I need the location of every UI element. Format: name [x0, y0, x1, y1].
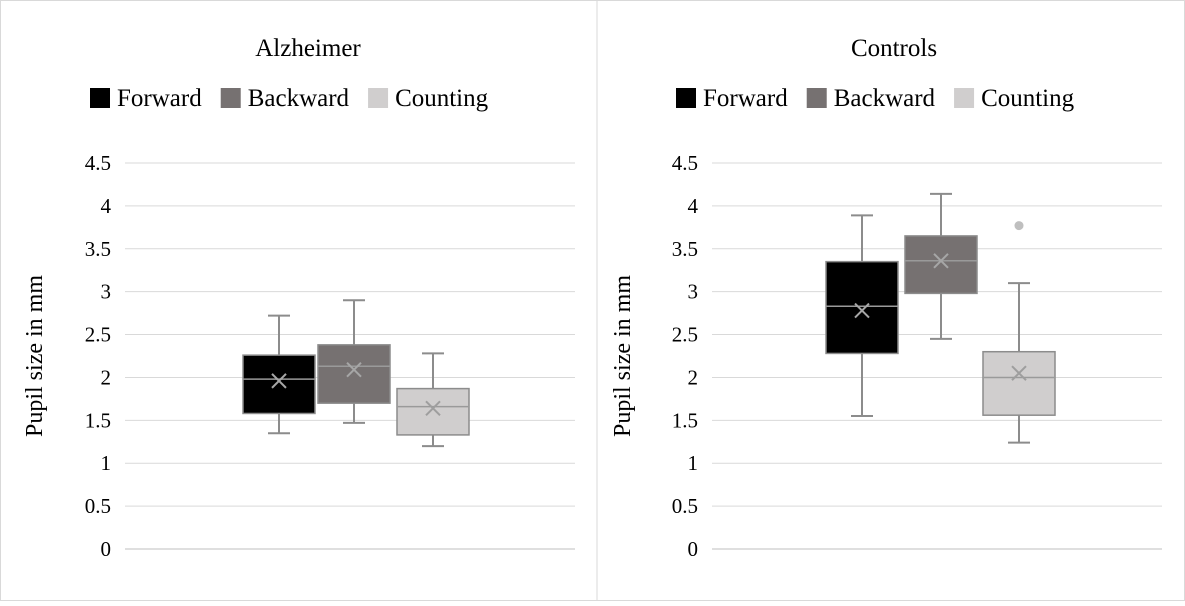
chart-title: Controls — [851, 35, 937, 62]
box-counting — [396, 352, 470, 448]
mean-marker — [425, 400, 441, 417]
iqr-box — [982, 350, 1056, 416]
y-tick-label: 1.5 — [85, 408, 111, 432]
outlier-point — [1014, 221, 1024, 231]
y-tick-label: 1 — [101, 451, 112, 475]
y-tick-label: 1.5 — [672, 408, 698, 432]
y-axis-label: Pupil size in mm — [610, 275, 636, 437]
legend: Forward Backward Counting — [90, 85, 489, 112]
chart-title: Alzheimer — [255, 35, 361, 62]
y-tick-label: 3.5 — [85, 237, 111, 261]
y-tick-label: 4 — [688, 194, 699, 218]
y-tick-label: 2.5 — [672, 323, 698, 347]
box-backward — [904, 192, 978, 340]
y-tick-label: 0.5 — [85, 494, 111, 518]
mean-marker — [854, 302, 870, 319]
y-tick-label: 4 — [101, 194, 112, 218]
y-tick-label: 2 — [101, 365, 112, 389]
panel-alzheimer: Alzheimer Forward Backward Counting 0 0.5 1 1.5… — [22, 35, 575, 561]
mean-marker — [933, 253, 949, 269]
legend-label-backward: Backward — [834, 85, 936, 112]
legend-swatch-forward — [676, 88, 696, 108]
mean-marker — [346, 362, 362, 378]
legend-label-counting: Counting — [395, 85, 489, 112]
y-tick-label: 1 — [688, 451, 699, 475]
y-axis-label: Pupil size in mm — [22, 275, 48, 437]
iqr-box — [317, 344, 391, 404]
mean-marker — [271, 373, 287, 389]
iqr-box — [825, 260, 899, 355]
iqr-box — [396, 387, 470, 436]
box-backward — [317, 299, 391, 424]
mean-marker — [1011, 365, 1027, 381]
y-tick-label: 3 — [688, 280, 699, 304]
panel-controls: Controls Forward Backward Counting 0 0.5 1 1.5 2… — [610, 35, 1162, 561]
legend-swatch-counting — [368, 88, 389, 108]
box-counting — [982, 221, 1056, 444]
legend-swatch-forward — [90, 88, 110, 108]
legend-label-backward: Backward — [248, 85, 350, 112]
y-tick-label: 3 — [101, 280, 112, 304]
legend-label-forward: Forward — [117, 85, 202, 112]
y-tick-label: 0 — [101, 537, 112, 561]
y-tick-label: 0.5 — [672, 494, 698, 518]
y-tick-label: 4.5 — [672, 151, 698, 175]
legend-swatch-backward — [806, 88, 827, 108]
legend-swatch-counting — [954, 88, 975, 108]
legend: Forward Backward Counting — [676, 85, 1075, 112]
box-forward — [825, 214, 899, 418]
y-tick-label: 3.5 — [672, 237, 698, 261]
legend-label-counting: Counting — [981, 85, 1075, 112]
y-tick-label: 2 — [688, 365, 699, 389]
y-tick-label: 0 — [688, 537, 699, 561]
legend-label-forward: Forward — [703, 85, 788, 112]
iqr-box — [242, 354, 316, 415]
legend-swatch-backward — [220, 88, 241, 108]
iqr-box — [904, 235, 978, 295]
y-tick-label: 2.5 — [85, 323, 111, 347]
box-forward — [242, 314, 316, 435]
y-tick-label: 4.5 — [85, 151, 111, 175]
